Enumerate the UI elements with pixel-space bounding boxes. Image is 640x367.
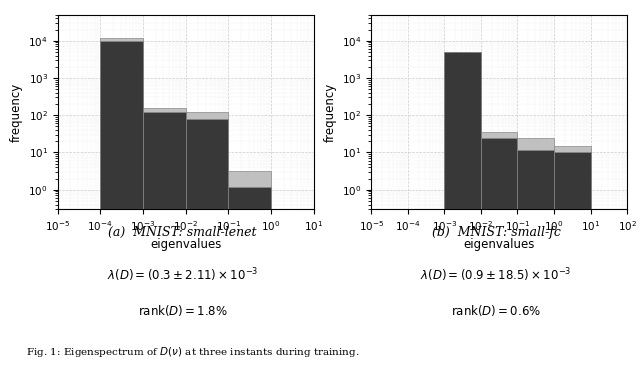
Bar — [444, 52, 481, 367]
Bar — [100, 41, 143, 367]
Bar — [554, 152, 591, 367]
Bar — [444, 52, 481, 367]
Text: $\mathrm{rank}(D) = 1.8\%$: $\mathrm{rank}(D) = 1.8\%$ — [138, 303, 227, 318]
Bar — [143, 108, 186, 367]
Text: $\lambda(D) = (0.3 \pm 2.11) \times 10^{-3}$: $\lambda(D) = (0.3 \pm 2.11) \times 10^{… — [107, 266, 258, 284]
Bar — [518, 138, 554, 367]
Bar — [554, 146, 591, 367]
Y-axis label: frequency: frequency — [10, 82, 23, 142]
Bar — [481, 132, 518, 367]
Bar — [143, 112, 186, 367]
Bar — [228, 171, 271, 367]
Bar — [100, 38, 143, 367]
Bar — [186, 119, 228, 367]
Text: (a)  MNIST: small-lenet: (a) MNIST: small-lenet — [108, 226, 257, 239]
Text: Fig. 1: Eigenspectrum of $D(\nu)$ at three instants during training.: Fig. 1: Eigenspectrum of $D(\nu)$ at thr… — [26, 345, 359, 359]
Bar — [228, 187, 271, 367]
Y-axis label: frequency: frequency — [323, 82, 337, 142]
Bar — [518, 149, 554, 367]
Text: $\lambda(D) = (0.9 \pm 18.5) \times 10^{-3}$: $\lambda(D) = (0.9 \pm 18.5) \times 10^{… — [420, 266, 572, 284]
Bar — [186, 112, 228, 367]
X-axis label: eigenvalues: eigenvalues — [150, 238, 221, 251]
Bar — [481, 138, 518, 367]
Text: (b)  MNIST: small-fc: (b) MNIST: small-fc — [431, 226, 561, 239]
X-axis label: eigenvalues: eigenvalues — [463, 238, 535, 251]
Text: $\mathrm{rank}(D) = 0.6\%$: $\mathrm{rank}(D) = 0.6\%$ — [451, 303, 541, 318]
